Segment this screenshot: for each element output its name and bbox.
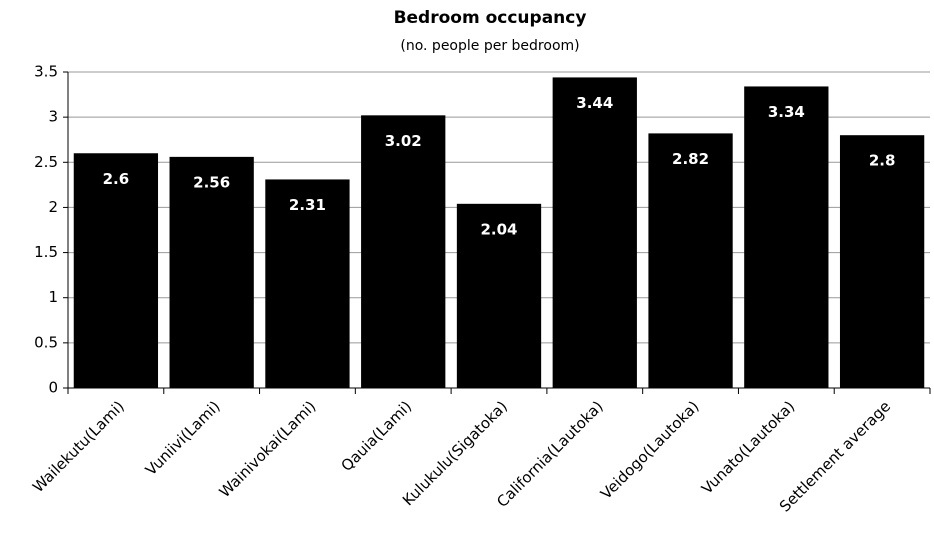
bar [552, 77, 637, 388]
x-tick-label: Kulukulu(Sigatoka) [399, 397, 511, 509]
x-tick-label: Vuniivi(Lami) [142, 397, 224, 479]
bar [361, 115, 446, 388]
data-label: 2.82 [672, 150, 709, 168]
y-tick-label: 2 [48, 198, 58, 216]
bar [744, 86, 829, 389]
bar [839, 135, 925, 388]
data-label: 3.44 [576, 94, 613, 112]
chart-title: Bedroom occupancy [394, 8, 587, 28]
bar [169, 156, 254, 388]
data-label: 3.02 [385, 132, 422, 150]
data-label: 2.04 [480, 220, 517, 238]
y-tick-label: 1 [48, 288, 58, 306]
data-label: 2.56 [193, 173, 230, 191]
bar [456, 203, 542, 388]
bar [73, 153, 159, 388]
y-tick-label: 0 [48, 379, 58, 397]
y-tick-label: 0.5 [34, 333, 58, 351]
data-label: 2.6 [103, 170, 130, 188]
x-tick-label: Wailekutu(Lami) [29, 397, 128, 496]
chart-subtitle: (no. people per bedroom) [400, 38, 579, 54]
y-tick-label: 3.5 [34, 63, 58, 81]
x-tick-label: Settlement average [776, 397, 894, 515]
bar [648, 133, 733, 388]
x-tick-label: Qauia(Lami) [338, 397, 416, 475]
data-label: 2.8 [869, 152, 896, 170]
bar [265, 179, 350, 388]
x-tick-label: Vunato(Lautoka) [698, 397, 798, 497]
y-tick-label: 1.5 [34, 243, 58, 261]
y-tick-label: 2.5 [34, 153, 58, 171]
y-tick-label: 3 [48, 108, 58, 126]
data-label: 3.34 [768, 103, 805, 121]
x-tick-label: California(Lautoka) [493, 397, 607, 511]
x-tick-label: Wainivokai(Lami) [216, 397, 320, 501]
x-tick-label: Veidogo(Lautoka) [597, 397, 703, 503]
data-label: 2.31 [289, 196, 326, 214]
